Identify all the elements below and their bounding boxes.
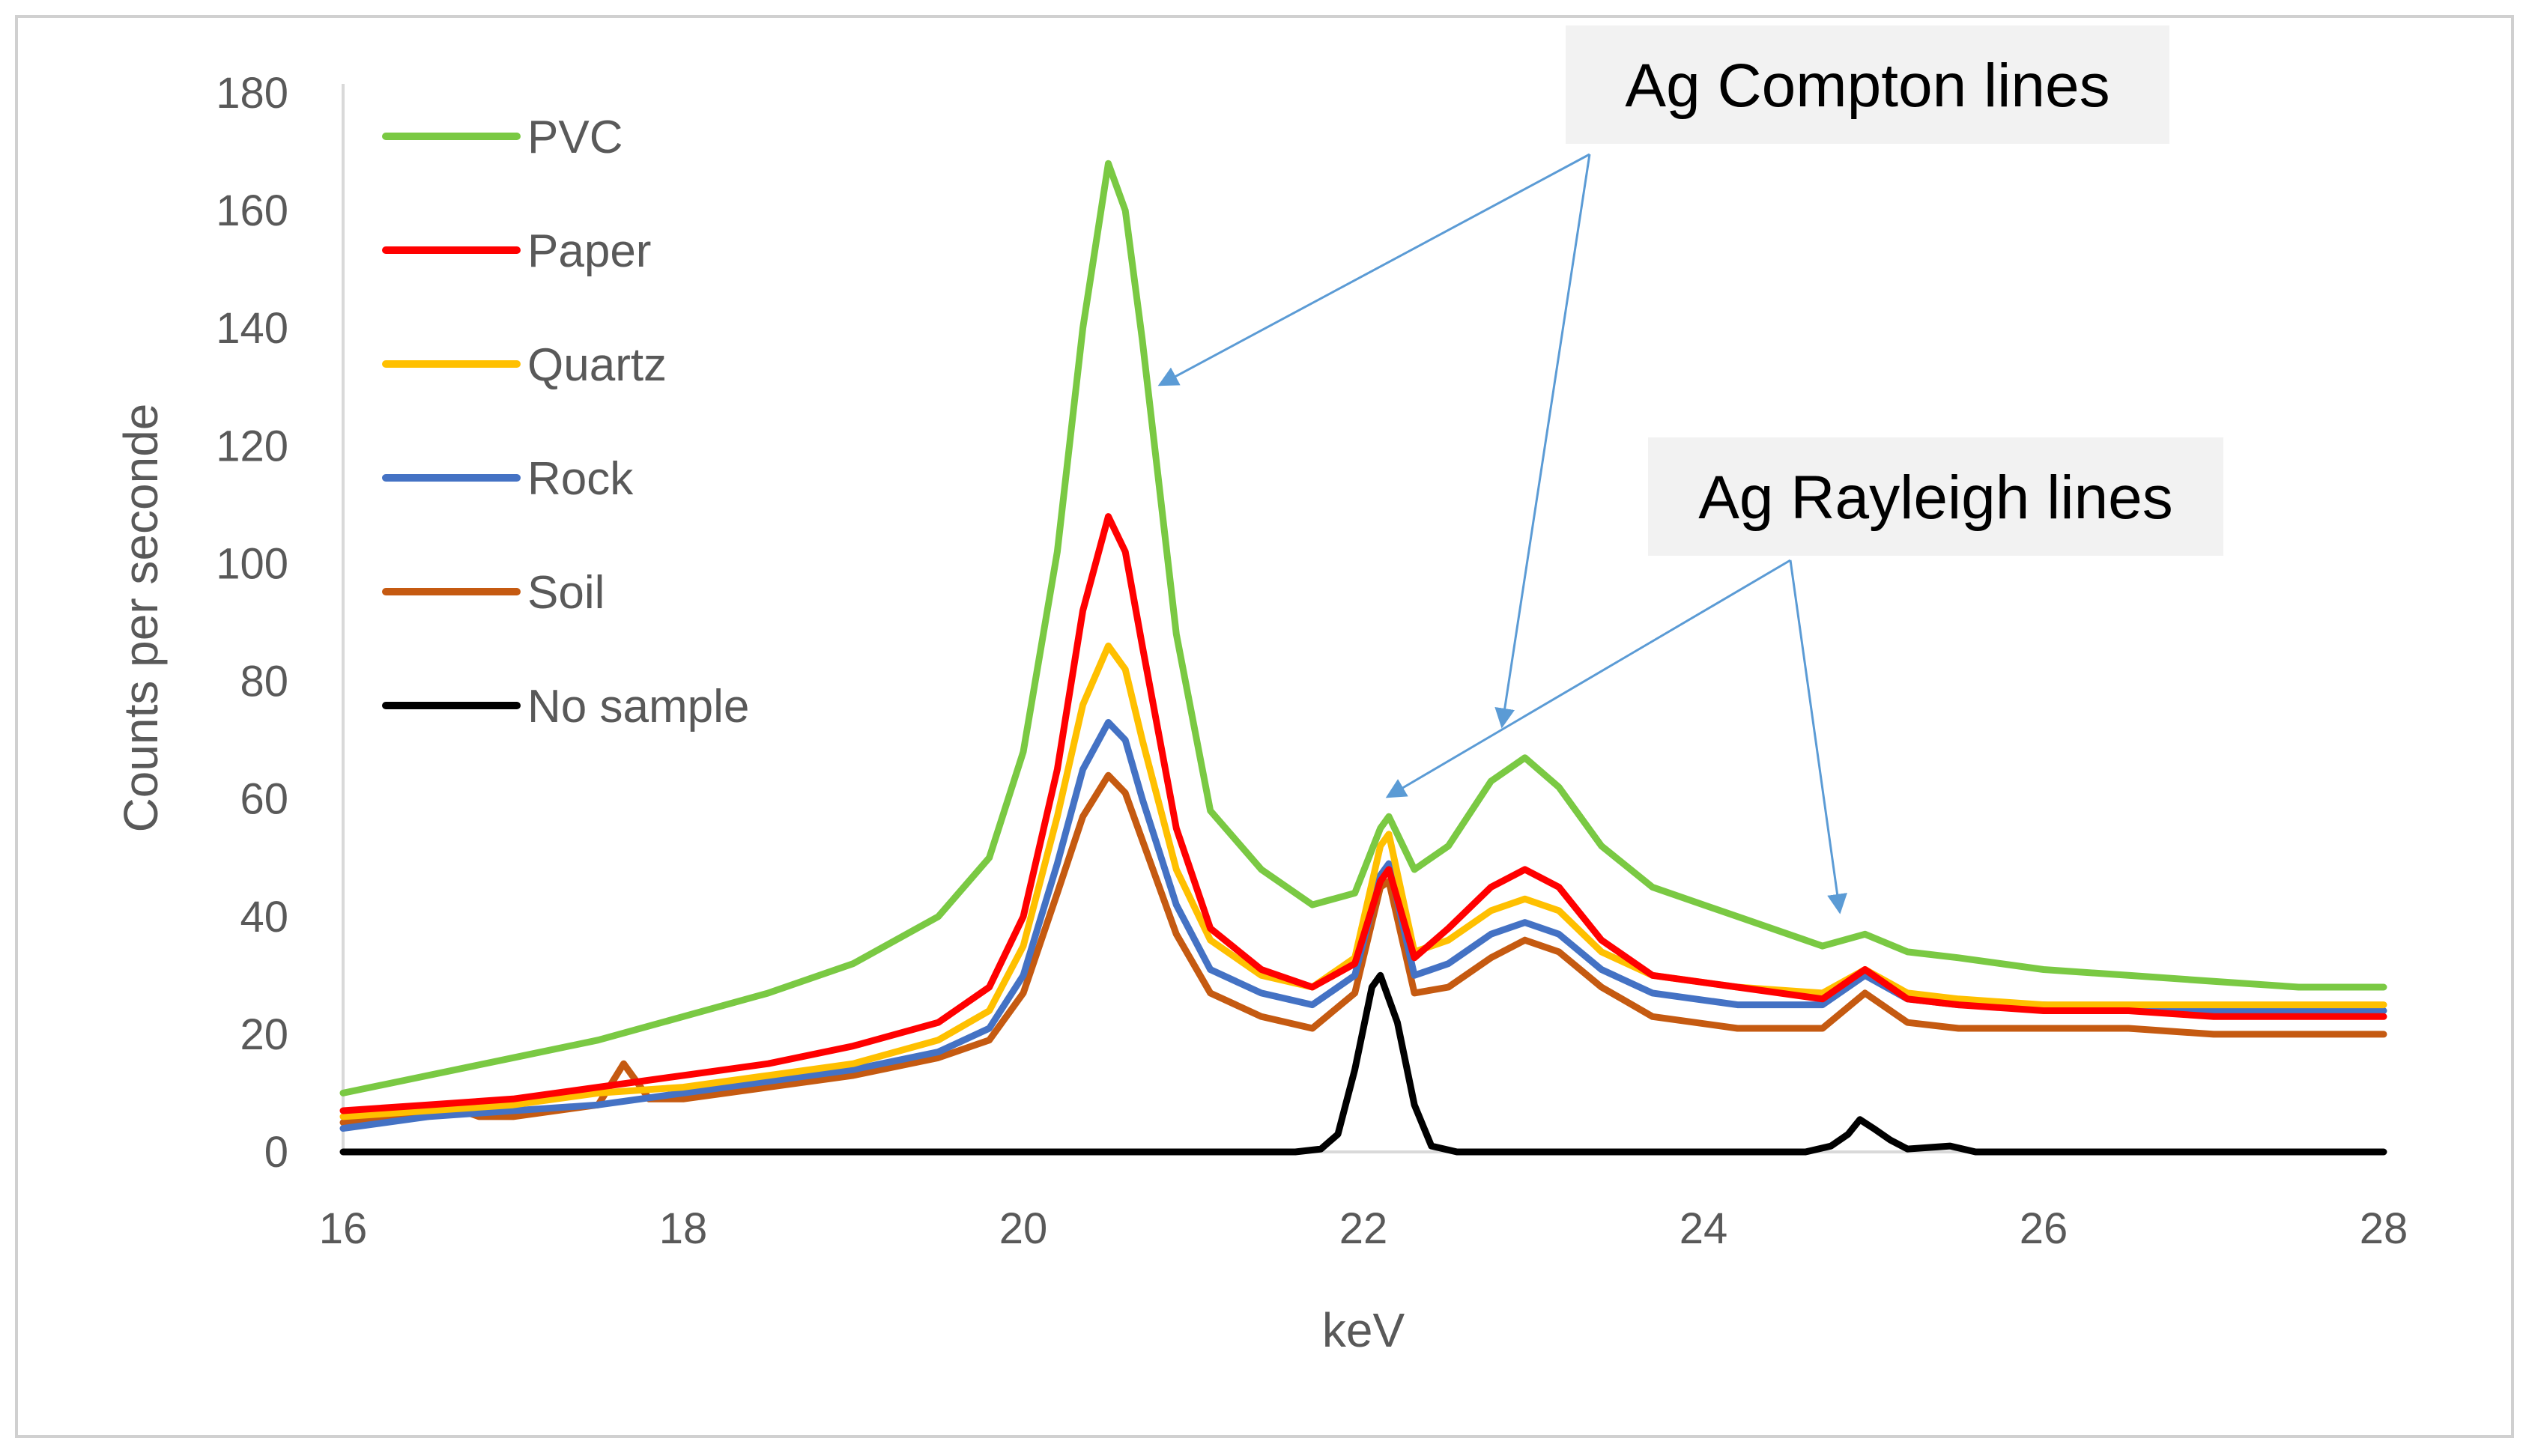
x-tick-label: 22 (1339, 1204, 1388, 1253)
legend-item-soil: Soil (382, 567, 605, 619)
legend-item-no-sample: No sample (382, 681, 749, 732)
series-line-no-sample (339, 971, 2387, 1156)
y-tick-label: 120 (216, 422, 288, 470)
legend-label: Quartz (527, 339, 667, 391)
legend-label: Paper (527, 225, 651, 277)
x-tick-label: 28 (2360, 1204, 2408, 1253)
series-line-pvc (339, 160, 2387, 1096)
annotation-compton-box (1566, 25, 2169, 144)
x-tick-label: 20 (999, 1204, 1048, 1253)
y-tick-label: 80 (240, 658, 288, 706)
y-tick-label: 100 (216, 539, 288, 588)
y-tick-labels: 0 20 40 60 80 100 120 140 160 180 (216, 69, 288, 1177)
annotation-rayleigh-box (1648, 437, 2223, 556)
y-tick-label: 180 (216, 69, 288, 118)
legend: PVC Paper Quartz Rock Soil No sample (382, 112, 749, 732)
x-tick-label: 26 (2020, 1204, 2068, 1253)
compton-arrow-2 (1494, 154, 1591, 729)
y-tick-label: 0 (264, 1128, 288, 1177)
series-lines (339, 160, 2387, 1156)
y-tick-label: 40 (240, 893, 288, 941)
legend-label: Rock (527, 453, 634, 505)
annotation-compton: Ag Compton lines (1157, 25, 2169, 729)
series-line-paper (339, 513, 2387, 1114)
y-axis-title: Counts per seconde (114, 404, 168, 833)
annotation-compton-label: Ag Compton lines (1625, 52, 2110, 120)
x-tick-label: 24 (1680, 1204, 1728, 1253)
compton-arrow-1 (1157, 153, 1590, 386)
x-tick-labels: 16 18 20 22 24 26 28 (319, 1204, 2408, 1253)
legend-item-rock: Rock (382, 453, 634, 505)
legend-item-paper: Paper (382, 225, 651, 277)
x-tick-label: 16 (319, 1204, 368, 1253)
x-axis-title: keV (1322, 1303, 1405, 1357)
y-tick-label: 20 (240, 1010, 288, 1059)
y-tick-label: 160 (216, 186, 288, 235)
rayleigh-arrow-1 (1385, 559, 1791, 798)
legend-item-pvc: PVC (382, 112, 623, 163)
legend-label: PVC (527, 112, 623, 163)
y-tick-label: 140 (216, 304, 288, 353)
x-tick-label: 18 (659, 1204, 708, 1253)
y-tick-label: 60 (240, 775, 288, 824)
annotation-rayleigh: Ag Rayleigh lines (1385, 437, 2223, 914)
legend-item-quartz: Quartz (382, 339, 667, 391)
rayleigh-arrow-2 (1789, 559, 1847, 914)
legend-label: Soil (527, 567, 605, 619)
legend-label: No sample (527, 681, 749, 732)
annotation-rayleigh-label: Ag Rayleigh lines (1698, 464, 2173, 532)
